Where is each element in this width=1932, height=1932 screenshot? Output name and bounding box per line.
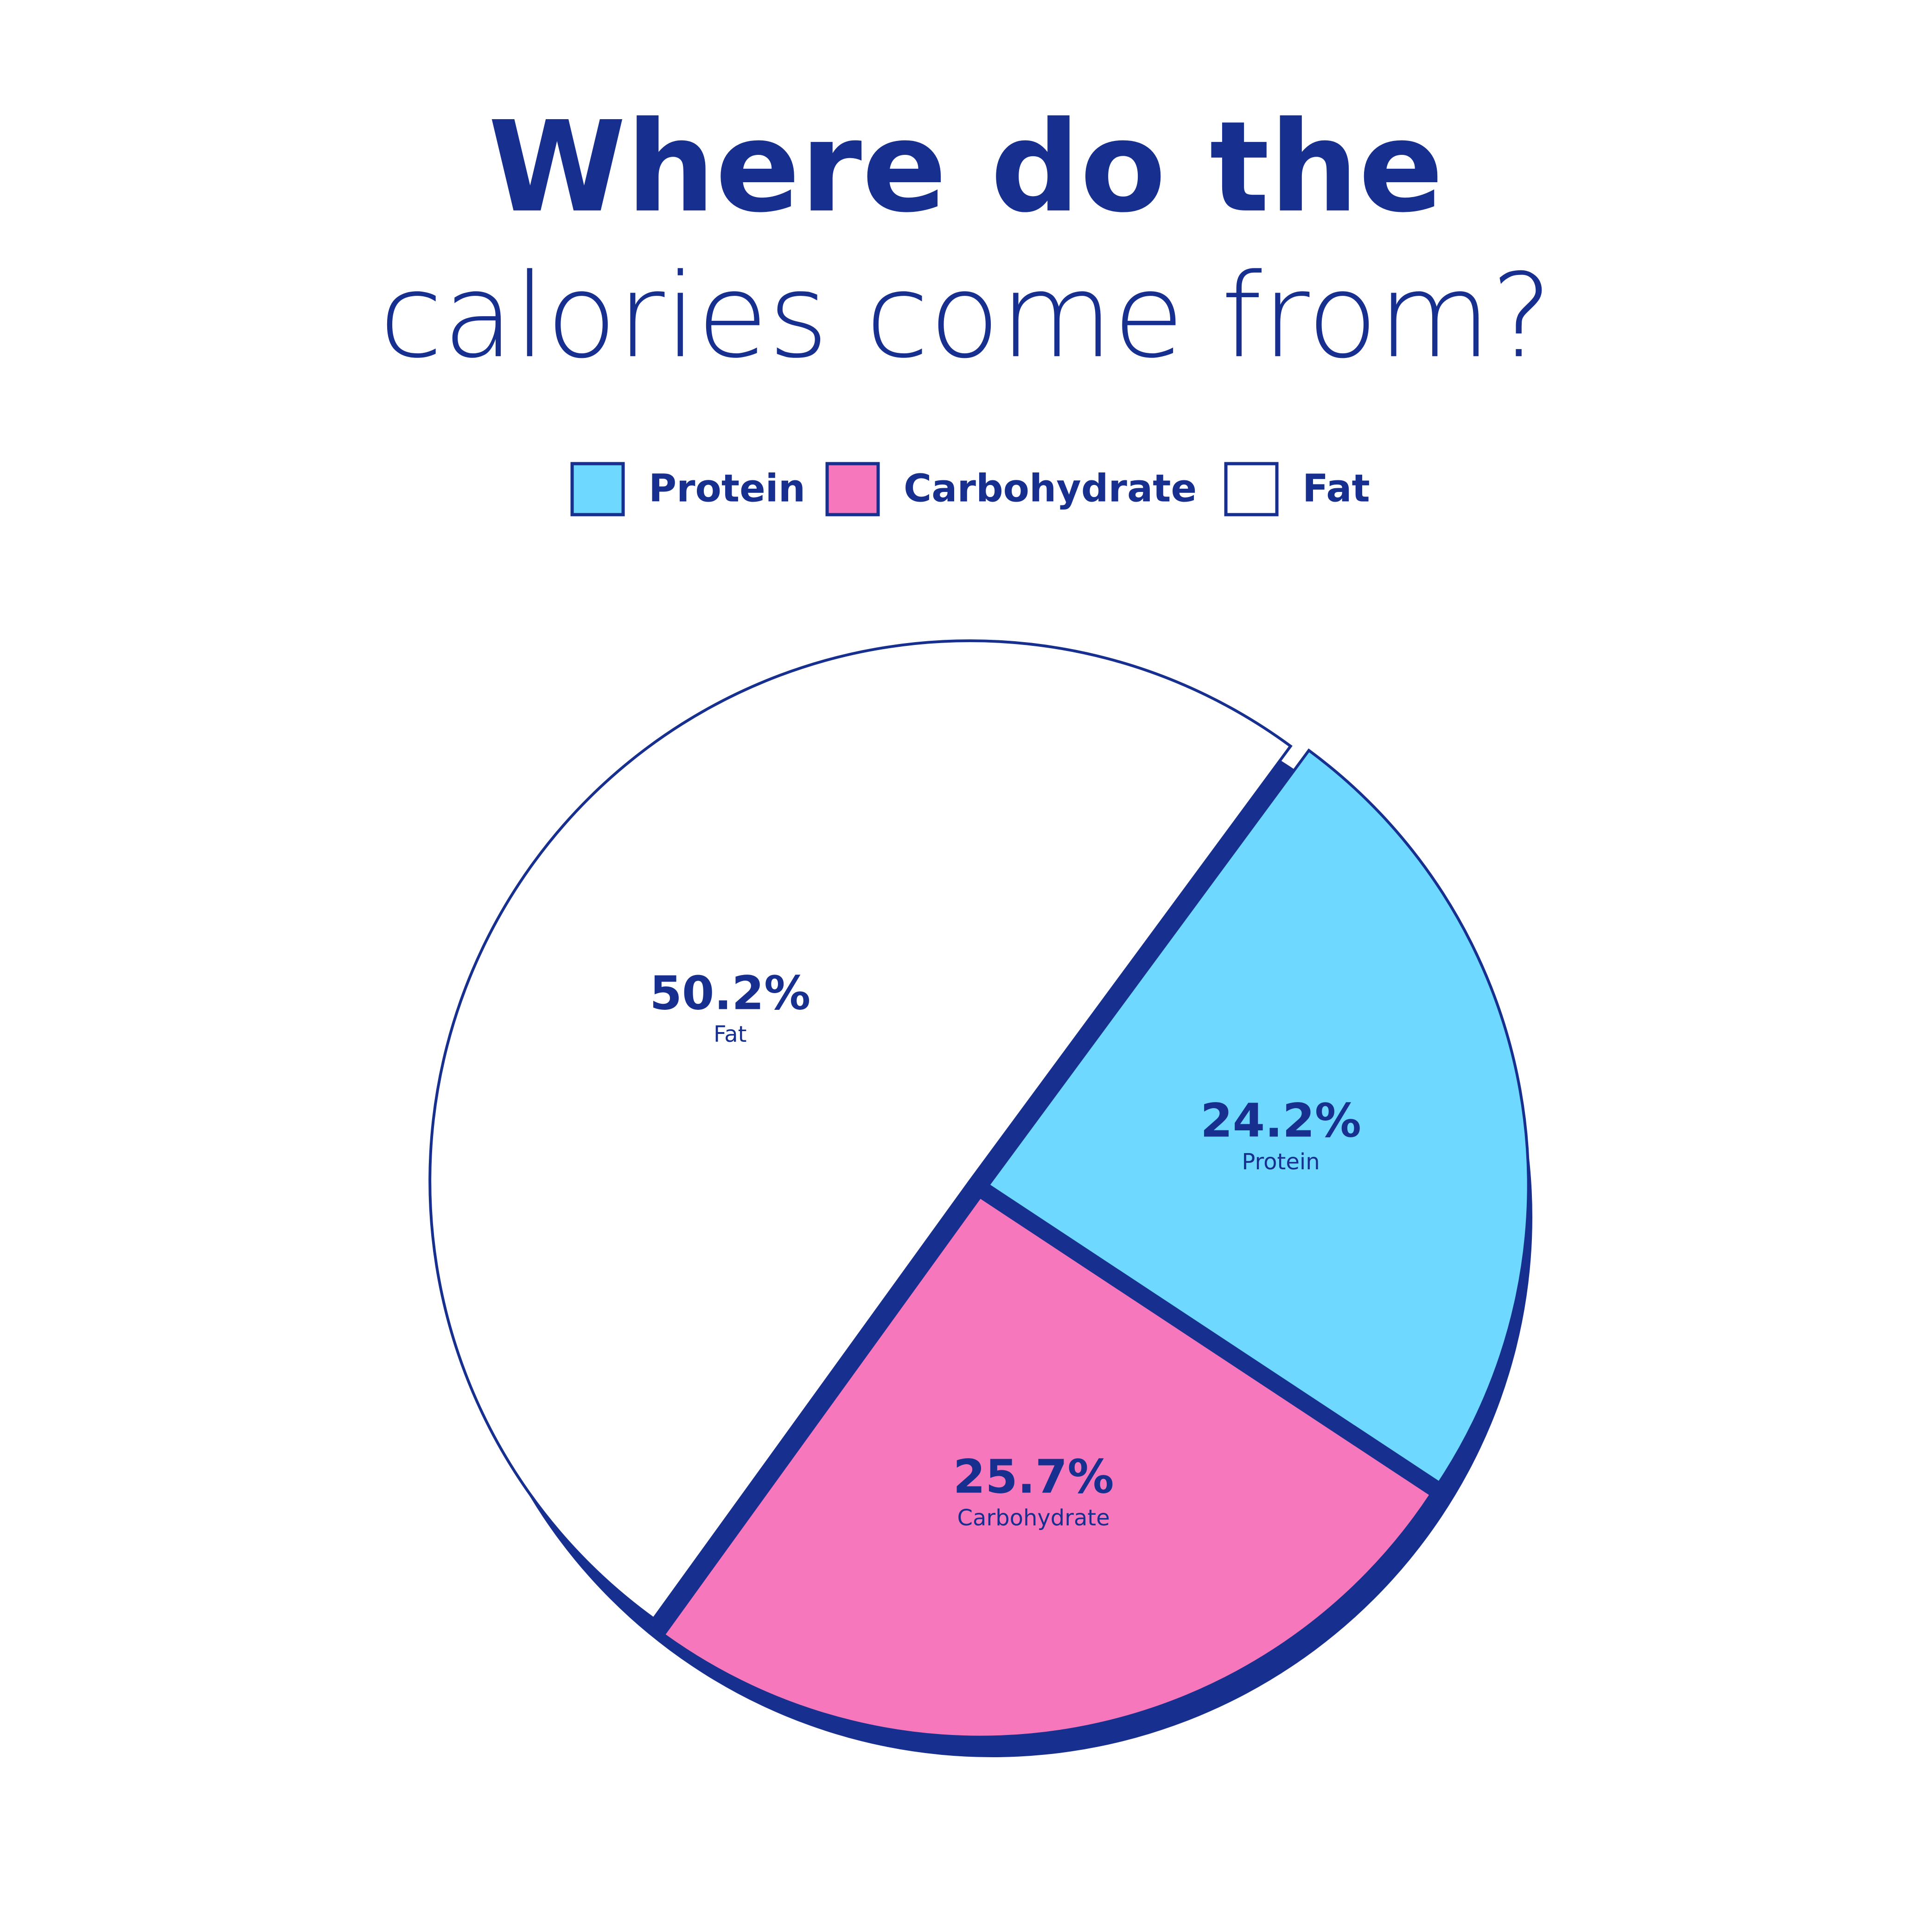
legend-swatch <box>825 462 880 516</box>
legend-label: Fat <box>1302 466 1370 510</box>
chart-title: calories come from? <box>379 249 1553 383</box>
slice-category-label: Carbohydrate <box>957 1505 1109 1531</box>
legend-label: Protein <box>649 466 805 510</box>
slice-value-label: 50.2% <box>650 966 810 1020</box>
legend-swatch <box>1224 462 1279 516</box>
slice-value-label: 25.7% <box>953 1449 1114 1504</box>
legend-swatch <box>570 462 625 516</box>
chart-title: Where do the <box>488 94 1444 240</box>
pie-slice <box>662 1195 1433 1739</box>
slice-category-label: Fat <box>714 1021 746 1047</box>
pie-slice <box>986 748 1530 1485</box>
legend-label: Carbohydrate <box>904 466 1197 510</box>
slice-value-label: 24.2% <box>1200 1093 1361 1148</box>
slice-category-label: Protein <box>1242 1149 1320 1175</box>
pie-slice <box>428 639 1293 1621</box>
